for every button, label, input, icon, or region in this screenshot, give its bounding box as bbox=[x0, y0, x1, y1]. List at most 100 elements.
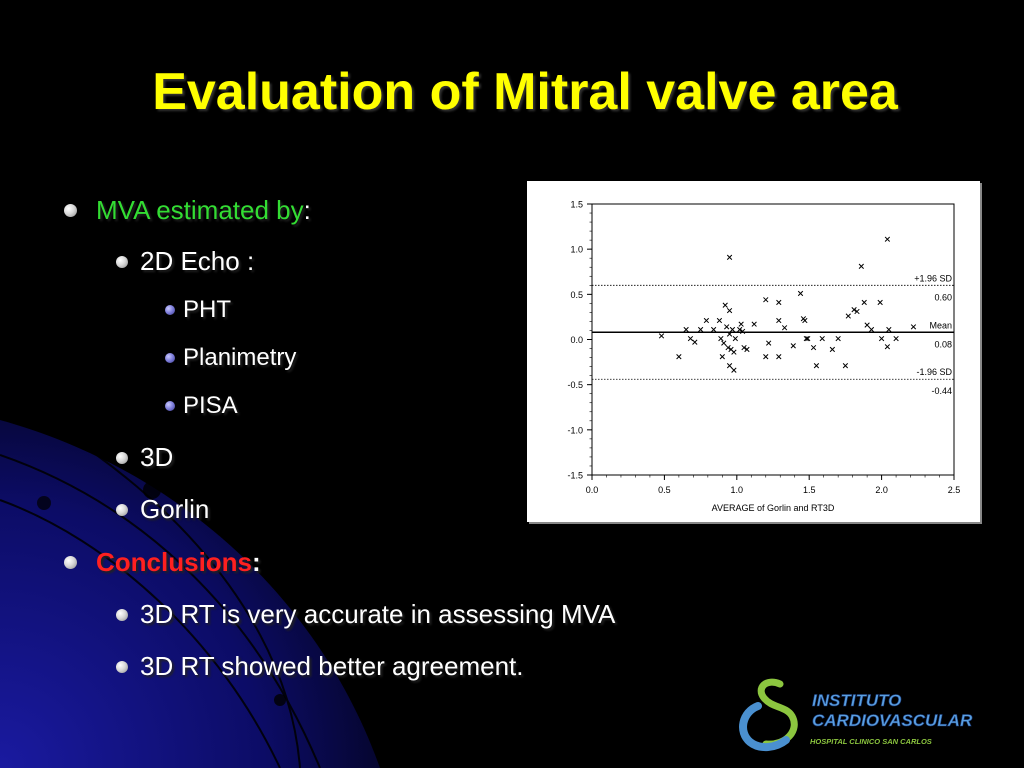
slide-title: Evaluation of Mitral valve area bbox=[152, 63, 898, 121]
data-point bbox=[845, 313, 851, 319]
data-point bbox=[819, 335, 825, 342]
y-tick-label: 0.0 bbox=[570, 335, 583, 345]
data-point bbox=[710, 326, 717, 333]
data-point bbox=[884, 344, 891, 350]
data-point bbox=[731, 349, 737, 355]
y-tick-label: -1.5 bbox=[567, 471, 583, 481]
x-tick-label: 1.5 bbox=[803, 485, 816, 495]
pht-label: PHT bbox=[183, 296, 231, 323]
bullet-planimetry: Planimetry bbox=[165, 344, 296, 372]
y-tick-label: 1.0 bbox=[570, 245, 583, 255]
mva-colon: : bbox=[303, 195, 311, 225]
bullet-pht: PHT bbox=[165, 296, 231, 324]
data-point bbox=[776, 354, 782, 360]
data-point bbox=[851, 307, 857, 313]
data-point bbox=[790, 343, 796, 349]
data-point bbox=[810, 344, 817, 351]
bullet-conclusion-2: 3D RT showed better agreement. bbox=[116, 651, 523, 682]
x-tick-label: 0.5 bbox=[658, 485, 671, 495]
data-point bbox=[776, 299, 782, 306]
data-point bbox=[803, 335, 809, 342]
bullet-dot-icon bbox=[165, 305, 175, 315]
data-point bbox=[842, 363, 849, 369]
bullet-dot-icon bbox=[165, 353, 175, 363]
instituto-cardiovascular-logo: INSTITUTO CARDIOVASCULAR HOSPITAL CLINIC… bbox=[739, 678, 973, 751]
data-point bbox=[722, 302, 728, 308]
data-point bbox=[738, 321, 744, 327]
bland-altman-plot: 1.5 1.0 0.5 0.0 -0.5 -1.0 -1.5 0.0 0.5 1.0 1.5 2.0 2… bbox=[527, 181, 980, 522]
data-point bbox=[721, 340, 727, 346]
data-point bbox=[877, 299, 883, 306]
bullet-pisa: PISA bbox=[165, 392, 238, 420]
x-tick-label: 2.5 bbox=[948, 485, 961, 495]
data-point bbox=[676, 354, 682, 360]
bullet-dot-icon bbox=[116, 608, 128, 621]
data-point bbox=[884, 236, 891, 242]
data-point bbox=[725, 344, 731, 351]
bullet-gorlin: Gorlin bbox=[116, 494, 209, 525]
data-point bbox=[813, 363, 820, 369]
data-point bbox=[861, 299, 867, 306]
data-point bbox=[781, 325, 788, 331]
bullet-dot-icon bbox=[64, 204, 77, 217]
data-point bbox=[886, 326, 892, 333]
data-point bbox=[737, 326, 743, 333]
echo-2d-label: 2D Echo : bbox=[140, 246, 255, 276]
bullet-dot-icon bbox=[165, 401, 175, 411]
data-point bbox=[805, 335, 811, 342]
conclusions-colon: : bbox=[252, 547, 261, 577]
data-point bbox=[731, 367, 737, 373]
data-point bbox=[854, 308, 860, 315]
data-point bbox=[802, 317, 808, 324]
data-point bbox=[726, 254, 733, 260]
data-point bbox=[697, 326, 704, 333]
mva-label: MVA estimated by bbox=[96, 195, 304, 225]
reference-line-label: Mean bbox=[929, 320, 952, 330]
data-point bbox=[835, 335, 841, 342]
data-point bbox=[724, 324, 730, 330]
data-point bbox=[763, 354, 769, 360]
bland-altman-chart: 1.51.00.50.0-0.5-1.0-1.50.0 0.5 1.0 1.5 2.0 2… bbox=[567, 200, 961, 514]
plot-frame bbox=[591, 203, 955, 476]
x-axis-label: AVERAGE of Gorlin and RT3D bbox=[712, 503, 835, 513]
data-point bbox=[858, 263, 864, 269]
data-point bbox=[687, 335, 694, 342]
bullet-conclusion-1: 3D RT is very accurate in assessing MVA bbox=[116, 599, 615, 630]
data-point bbox=[763, 297, 769, 303]
y-tick-label: -0.5 bbox=[567, 380, 583, 390]
data-point bbox=[683, 326, 689, 333]
data-point bbox=[732, 335, 739, 342]
data-point bbox=[729, 326, 736, 333]
data-point bbox=[868, 326, 875, 333]
planimetry-label: Planimetry bbox=[183, 344, 297, 371]
bullet-dot-icon bbox=[64, 556, 77, 569]
data-point bbox=[744, 346, 750, 353]
bullet-conclusions: Conclusions: bbox=[64, 547, 261, 578]
reference-value-label: -0.44 bbox=[931, 386, 952, 396]
reference-value-label: 0.60 bbox=[934, 292, 952, 302]
data-point bbox=[726, 307, 733, 314]
data-point bbox=[739, 328, 746, 335]
data-point bbox=[797, 290, 804, 297]
data-point bbox=[829, 346, 836, 353]
bullet-dot-icon bbox=[116, 451, 128, 464]
x-tick-label: 2.0 bbox=[875, 485, 888, 495]
reference-line-label: +1.96 SD bbox=[914, 273, 952, 283]
logo-line2: CARDIOVASCULAR bbox=[812, 711, 973, 730]
data-point bbox=[741, 344, 747, 351]
data-point bbox=[878, 335, 885, 342]
data-point bbox=[893, 335, 899, 342]
data-point bbox=[766, 340, 772, 346]
x-tick-label: 1.0 bbox=[731, 485, 744, 495]
data-point bbox=[726, 363, 733, 369]
y-tick-label: 0.5 bbox=[570, 290, 583, 300]
x-tick-label: 0.0 bbox=[586, 485, 599, 495]
bullet-dot-icon bbox=[116, 255, 128, 268]
data-point bbox=[703, 317, 710, 324]
data-point bbox=[910, 324, 917, 330]
bullet-3d: 3D bbox=[116, 442, 173, 473]
data-point bbox=[726, 331, 733, 337]
logo-line3: HOSPITAL CLINICO SAN CARLOS bbox=[810, 737, 932, 746]
data-point bbox=[716, 317, 723, 324]
reference-line-label: -1.96 SD bbox=[916, 367, 952, 377]
